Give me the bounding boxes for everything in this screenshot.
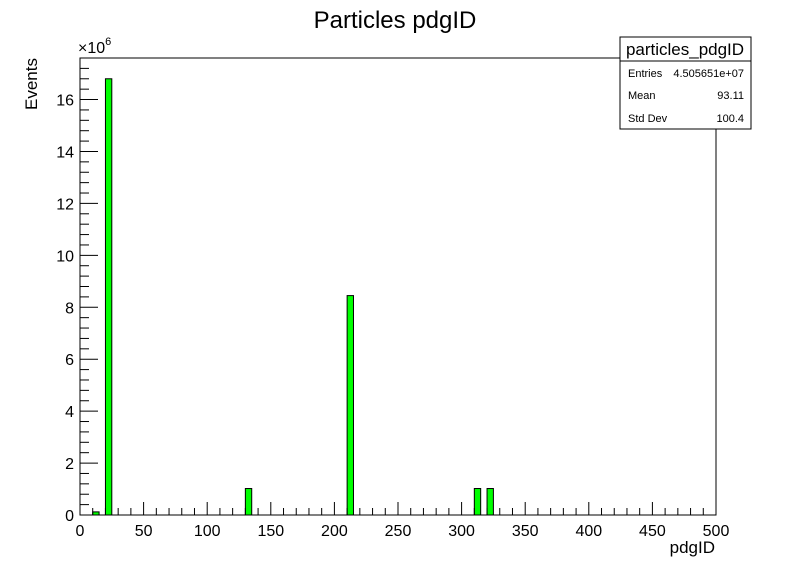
stats-mean-label: Mean [628,90,656,102]
histogram-bar [244,488,253,516]
x-tick-label: 50 [135,523,153,540]
x-tick-label: 500 [703,523,730,540]
x-tick-label: 150 [257,523,284,540]
x-tick-label: 300 [448,523,475,540]
stats-entries-value: 4.505651e+07 [673,68,744,80]
x-tick-label: 400 [575,523,602,540]
y-axis-ticks: 0 2 4 6 8 10 12 14 16 [56,67,98,525]
x-axis-label: pdgID [670,538,715,557]
y-axis-label: Events [22,58,41,110]
x-axis-ticks: 0 50 100 150 200 250 300 350 400 450 500 [76,502,730,540]
y-tick-label: 2 [65,456,74,473]
histogram-bar [473,488,482,516]
histogram-bar [104,78,113,516]
stats-box: particles_pdgID Entries 4.505651e+07 Mea… [619,36,752,130]
stats-box-frame [619,36,752,130]
x-tick-label: 200 [321,523,348,540]
stats-box-title: particles_pdgID [626,40,744,59]
bar-series [92,78,494,516]
x-tick-label: 100 [194,523,221,540]
x-tick-label: 450 [639,523,666,540]
x-tick-label: 0 [76,523,85,540]
x-tick-label: 350 [512,523,539,540]
y-tick-label: 6 [65,352,74,369]
histogram-bar [346,295,354,516]
stats-mean-value: 93.11 [717,90,744,102]
chart-title: Particles pdgID [314,7,477,34]
y-tick-label: 12 [56,196,74,213]
y-tick-label: 14 [56,144,74,161]
y-axis-multiplier: ×106 [78,36,111,57]
stats-stddev-label: Std Dev [628,113,668,125]
stats-stddev-value: 100.4 [716,113,744,125]
histogram-bar [486,488,494,516]
y-tick-label: 10 [56,248,74,265]
y-tick-label: 8 [65,300,74,317]
y-tick-label: 0 [65,508,74,525]
y-tick-label: 4 [65,404,74,421]
x-tick-label: 250 [385,523,412,540]
stats-entries-label: Entries [628,68,663,80]
y-tick-label: 16 [56,93,74,110]
